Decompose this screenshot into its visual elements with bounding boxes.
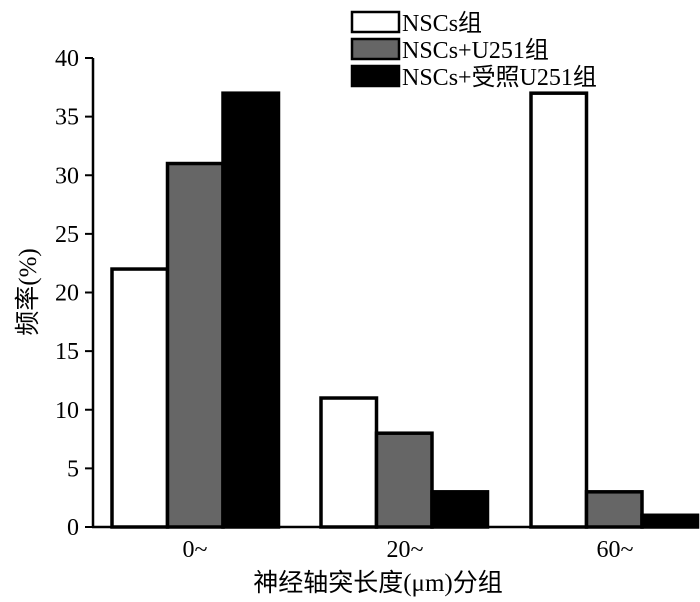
legend-swatch	[350, 64, 401, 88]
bars-layer	[110, 91, 700, 529]
legend-swatch	[350, 37, 401, 61]
bar-1-60	[529, 91, 589, 529]
y-tick-label: 25	[55, 222, 79, 248]
y-tick-label: 35	[55, 105, 79, 131]
y-tick-label: 5	[67, 456, 79, 482]
axes-layer: 0 5 10 15 20 25 30 35 40 0~ 20~ 60~	[55, 46, 693, 563]
y-tick-label: 30	[55, 163, 79, 189]
y-axis-title: 频率(%)	[14, 248, 42, 335]
legend-label: NSCs组	[402, 10, 482, 37]
x-tick-label: 20~	[387, 537, 424, 563]
bar-1-20	[319, 396, 379, 529]
x-axis-title: 神经轴突长度(μm)分组	[253, 569, 503, 597]
bar-1-0	[110, 267, 170, 529]
y-tick-label: 40	[55, 46, 79, 72]
y-tick-label: 20	[55, 281, 79, 307]
bar-3-20	[430, 490, 490, 529]
bar-2-60	[584, 490, 644, 529]
bar-3-0	[221, 91, 281, 529]
bar-3-60	[640, 513, 700, 529]
legend-label: NSCs+受照U251组	[402, 64, 597, 91]
bar-2-0	[165, 161, 225, 529]
x-tick-label: 0~	[183, 537, 208, 563]
legend-label: NSCs+U251组	[402, 37, 549, 64]
y-tick-label: 15	[55, 339, 79, 365]
y-tick-label: 0	[67, 515, 79, 541]
y-tick-label: 10	[55, 398, 79, 424]
bar-2-20	[374, 431, 434, 529]
x-tick-label: 60~	[597, 537, 634, 563]
legend-swatch	[350, 10, 401, 34]
